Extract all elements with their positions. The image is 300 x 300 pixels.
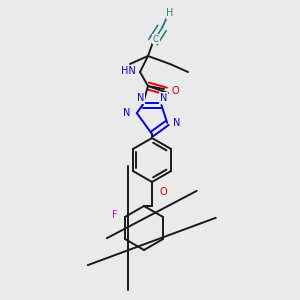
Text: F: F bbox=[112, 210, 118, 220]
Text: O: O bbox=[171, 86, 178, 96]
Text: N: N bbox=[137, 93, 144, 103]
Text: O: O bbox=[160, 187, 168, 197]
Text: H: H bbox=[166, 8, 174, 18]
Text: N: N bbox=[123, 108, 131, 118]
Text: N: N bbox=[173, 118, 181, 128]
Text: C: C bbox=[153, 34, 159, 43]
Text: HN: HN bbox=[121, 66, 136, 76]
Text: N: N bbox=[160, 93, 167, 103]
